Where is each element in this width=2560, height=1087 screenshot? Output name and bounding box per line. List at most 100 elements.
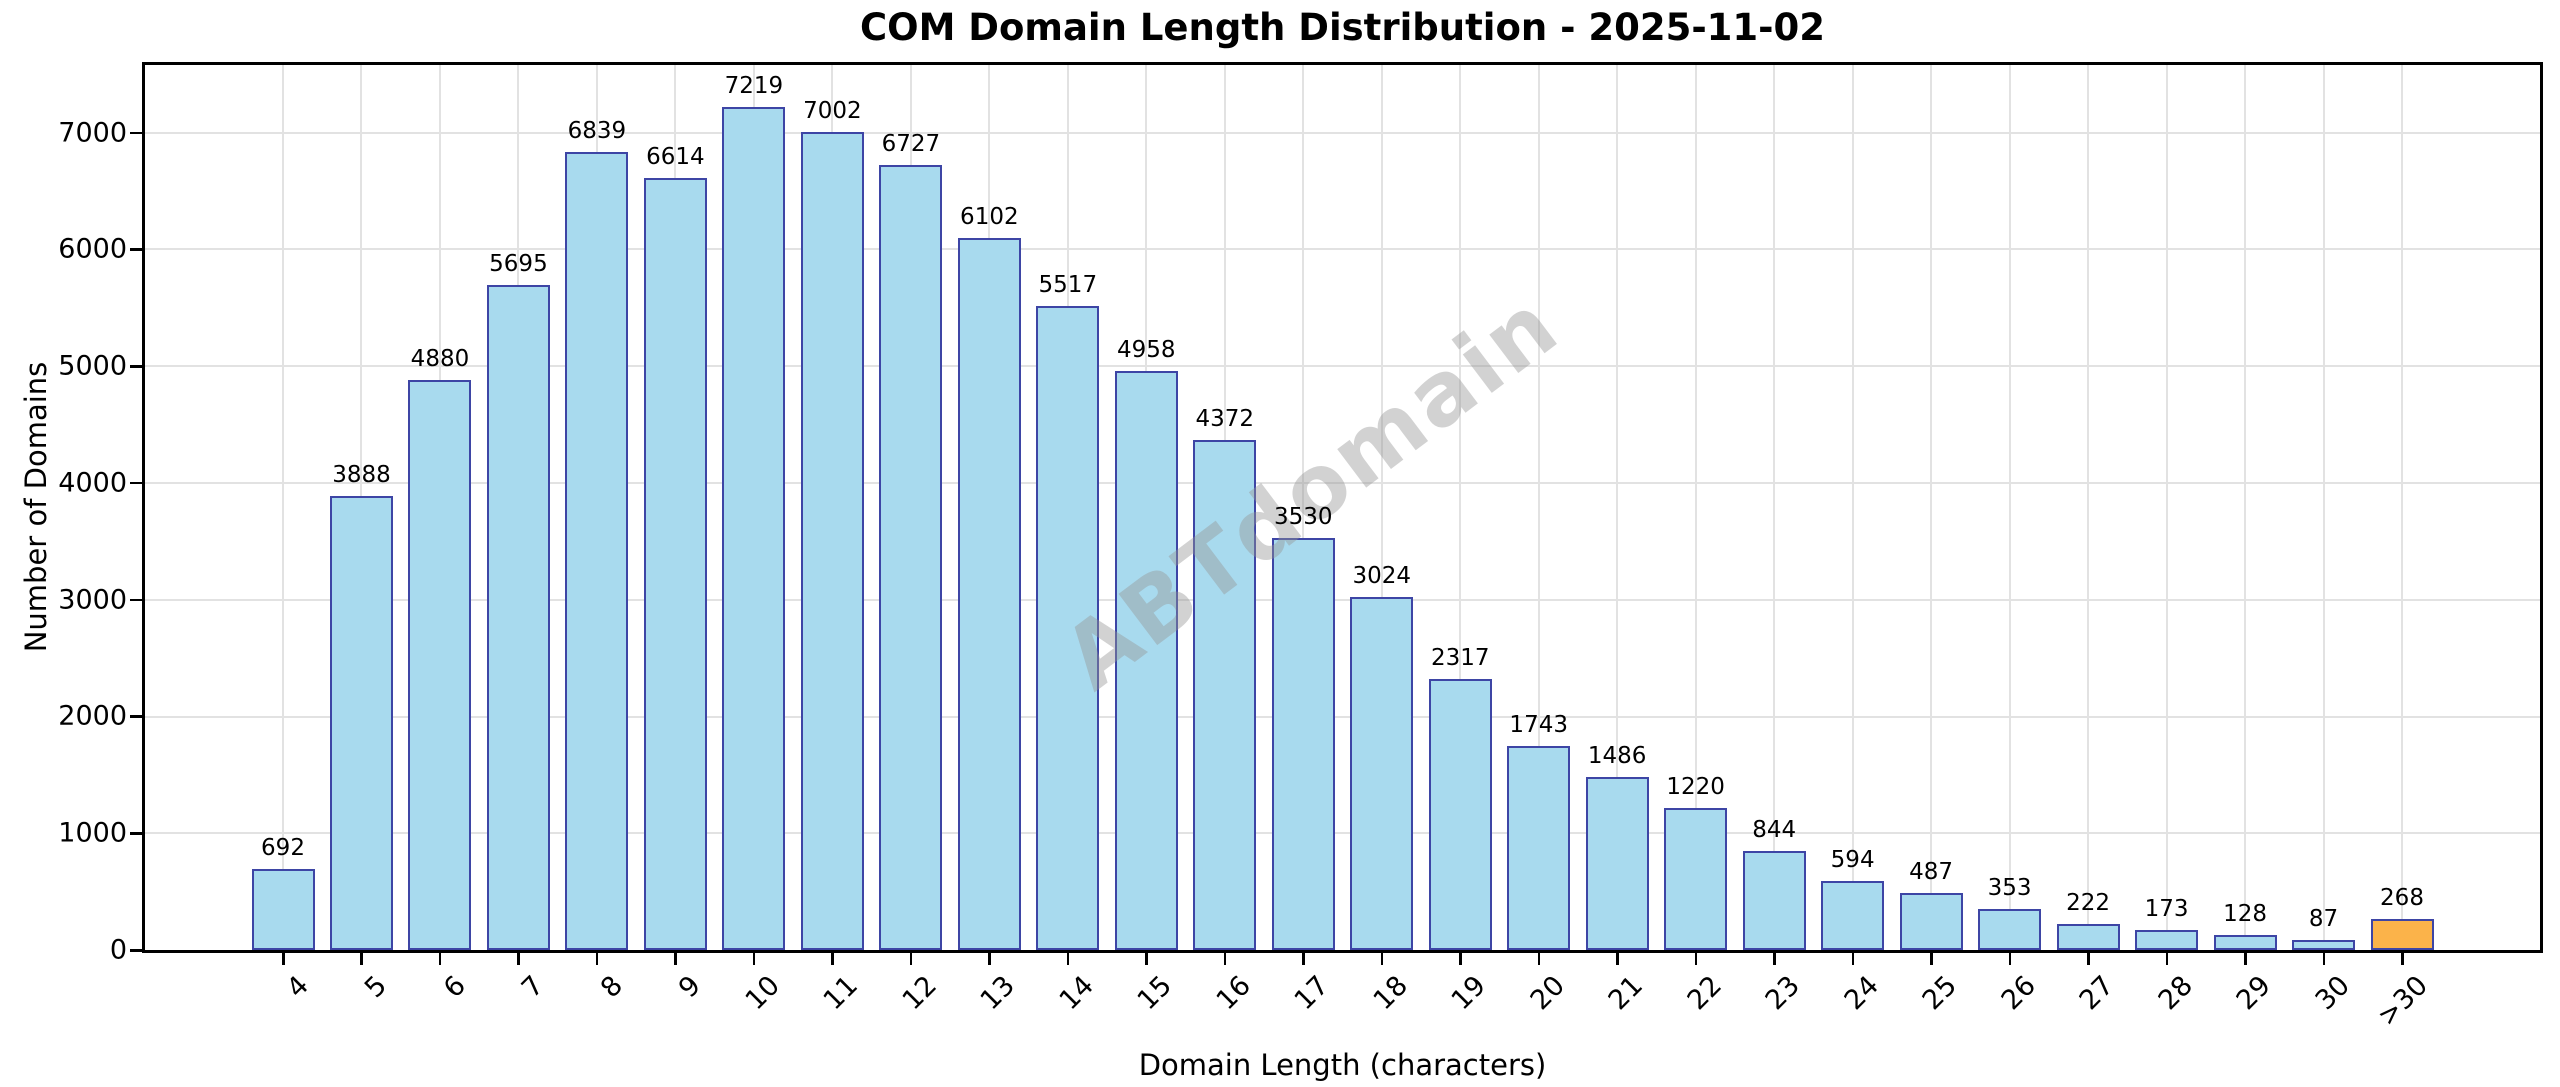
x-tick-label-text: 16 xyxy=(1210,970,1257,1017)
y-tick-label: 2000 xyxy=(58,700,127,732)
x-tick-label-text: 20 xyxy=(1524,970,1571,1017)
bar xyxy=(1585,777,1649,950)
bar-value-label: 844 xyxy=(1752,817,1797,843)
x-tick-label: 24 xyxy=(1838,970,1897,1016)
x-tick-label-text: 30 xyxy=(2309,970,2356,1017)
y-tick-label: 1000 xyxy=(58,817,127,849)
bar xyxy=(1742,851,1806,950)
x-tick-label: 12 xyxy=(897,970,955,1016)
bar-value-label: 4958 xyxy=(1117,337,1176,363)
x-tick-label: 28 xyxy=(2152,970,2211,1016)
x-tick-mark xyxy=(2401,953,2404,965)
plot-area: ABTdomain 0 1000 2000 3000 4000 5000 6000 7000 6… xyxy=(58,62,2543,1032)
gridline-vertical xyxy=(1694,65,1697,950)
gridline-horizontal xyxy=(145,365,2540,368)
x-tick-mark xyxy=(2322,953,2326,965)
bar xyxy=(2056,924,2120,950)
bar-value-label: 222 xyxy=(2066,890,2111,916)
x-tick-mark xyxy=(1459,953,1462,965)
bar xyxy=(1664,808,1728,950)
bar xyxy=(2213,935,2277,950)
x-tick-label-text: 4 xyxy=(280,970,315,1005)
bar xyxy=(1899,893,1963,950)
x-tick-label: 16 xyxy=(1210,970,1269,1016)
bar xyxy=(1507,746,1571,950)
x-tick-label: 18 xyxy=(1367,970,1426,1016)
x-tick-label-text: 19 xyxy=(1445,970,1493,1017)
x-tick-label: 15 xyxy=(1132,970,1190,1016)
bar-value-label: 3024 xyxy=(1352,563,1412,589)
x-tick-mark xyxy=(1223,953,1227,965)
gridline-horizontal xyxy=(145,715,2540,718)
y-tick-mark xyxy=(130,715,142,718)
x-tick-label-text: 10 xyxy=(739,970,786,1017)
bar xyxy=(957,238,1021,950)
x-tick-label: 29 xyxy=(2231,970,2289,1016)
bar-value-label: 5695 xyxy=(489,251,548,277)
x-tick-label-text: 9 xyxy=(673,970,708,1005)
x-tick-mark xyxy=(2165,953,2169,965)
bar xyxy=(408,380,472,950)
x-tick-label-text: 6 xyxy=(437,970,472,1005)
x-tick-label-text: 5 xyxy=(359,970,394,1005)
y-tick-label: 6000 xyxy=(58,233,127,265)
y-tick-label: 5000 xyxy=(58,350,127,382)
x-tick-label: 11 xyxy=(818,970,876,1016)
x-tick-mark xyxy=(1145,953,1148,965)
bar xyxy=(2292,940,2356,950)
x-tick-label: 14 xyxy=(1054,970,1112,1016)
x-tick-label-text: 12 xyxy=(896,970,943,1017)
x-tick-label-text: 24 xyxy=(1838,970,1885,1017)
x-tick-label: 26 xyxy=(1995,970,2054,1016)
x-tick-mark xyxy=(595,953,599,965)
gridline-vertical xyxy=(2008,65,2011,950)
bar xyxy=(2135,930,2199,950)
x-tick-label-text: 15 xyxy=(1131,970,1179,1017)
x-tick-label-text: 18 xyxy=(1367,970,1414,1017)
bar-value-label: 3530 xyxy=(1273,504,1333,530)
x-tick-label-text: 23 xyxy=(1759,970,1807,1017)
bar-value-label: 7002 xyxy=(803,98,862,124)
x-tick-mark xyxy=(674,953,677,965)
x-tick-label-text: 17 xyxy=(1288,970,1336,1017)
y-tick-mark xyxy=(130,365,142,368)
bar-value-label: 3888 xyxy=(332,462,391,488)
bar-value-label: 173 xyxy=(2144,896,2189,922)
gridline-vertical xyxy=(2087,65,2090,950)
gridline-vertical xyxy=(1930,65,1933,950)
bar-value-label: 1743 xyxy=(1509,712,1568,738)
x-tick-label-text: 22 xyxy=(1681,970,1728,1017)
gridline-horizontal xyxy=(145,248,2540,251)
bar-value-label: 6839 xyxy=(567,118,627,144)
x-tick-mark xyxy=(2008,953,2012,965)
gridline-horizontal xyxy=(145,832,2540,835)
x-tick-label: 4 xyxy=(281,970,315,1004)
gridline-horizontal xyxy=(145,481,2540,484)
x-tick-label-text: 7 xyxy=(516,970,551,1005)
x-tick-label-text: 27 xyxy=(2073,970,2120,1017)
gridline-vertical xyxy=(1302,65,1305,950)
bar-value-label: 5517 xyxy=(1038,272,1098,298)
gridline-vertical xyxy=(2401,65,2403,950)
bar xyxy=(1978,909,2042,950)
bar-value-label: 268 xyxy=(2380,885,2424,911)
x-tick-label: 17 xyxy=(1289,970,1347,1016)
bar-value-label: 6614 xyxy=(646,144,705,170)
bar xyxy=(1350,597,1414,950)
x-tick-label-text: 8 xyxy=(594,970,629,1005)
x-tick-label-text: >30 xyxy=(2371,970,2434,1033)
x-tick-label: 9 xyxy=(673,970,707,1004)
bar-value-label: 6727 xyxy=(881,131,941,157)
x-tick-label-text: 13 xyxy=(975,970,1022,1017)
bar-value-label: 1486 xyxy=(1587,743,1647,769)
x-tick-mark xyxy=(1616,953,1619,965)
bar-value-label: 594 xyxy=(1830,847,1875,873)
x-tick-label: 7 xyxy=(516,970,550,1004)
x-tick-label: 25 xyxy=(1917,970,1975,1016)
gridline-vertical xyxy=(1851,65,1854,950)
gridline-horizontal xyxy=(145,598,2540,601)
y-tick-mark xyxy=(130,248,142,251)
bar xyxy=(1036,306,1100,950)
x-tick-mark xyxy=(909,953,913,965)
